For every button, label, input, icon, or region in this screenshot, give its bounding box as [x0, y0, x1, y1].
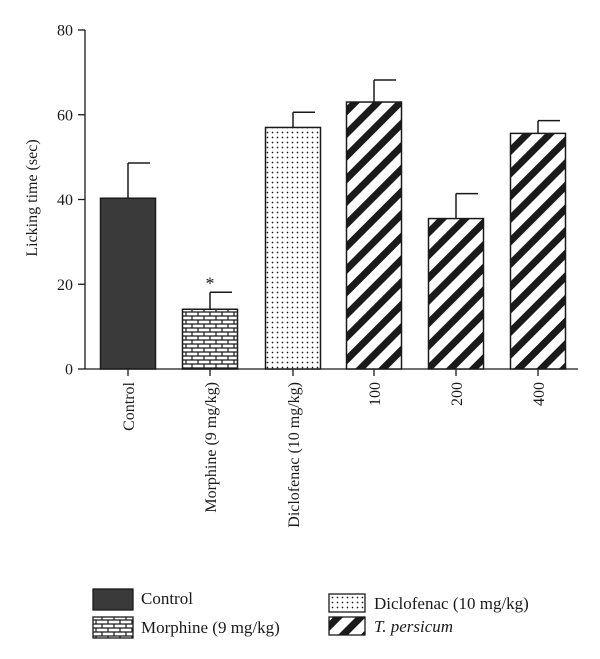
x-tick-label: 200	[449, 382, 466, 406]
x-tick-label: Diclofenac (10 mg/kg)	[286, 382, 303, 528]
bars: *	[99, 79, 567, 370]
y-tick-label: 60	[57, 107, 73, 124]
legend-item: Control	[92, 588, 193, 611]
legend-label: T. persicum	[374, 617, 453, 636]
y-tick-label: 40	[57, 192, 73, 209]
bar-2	[264, 126, 322, 370]
legend-item: Diclofenac (10 mg/kg)	[328, 593, 529, 613]
x-tick-label: 100	[367, 382, 384, 406]
legend-swatch	[92, 616, 134, 639]
legend-label: Control	[141, 589, 193, 608]
legend-swatch	[328, 616, 366, 636]
y-axis-title: Licking time (sec)	[24, 139, 41, 256]
bar-5	[509, 132, 567, 370]
legend-item: T. persicum	[328, 616, 453, 636]
x-tick-label: Control	[121, 381, 138, 430]
y-tick-label: 80	[57, 23, 73, 40]
legend-item: Morphine (9 mg/kg)	[92, 616, 280, 639]
significance-marker: *	[206, 273, 215, 293]
legend-label: Diclofenac (10 mg/kg)	[374, 594, 529, 613]
bar-0	[99, 197, 157, 370]
bar-3	[345, 101, 403, 370]
y-tick-label: 0	[65, 362, 73, 379]
legend: Control Morphine (9 mg/kg) Diclofenac (10 …	[92, 588, 529, 639]
y-tick-label: 20	[57, 277, 73, 294]
legend-label: Morphine (9 mg/kg)	[141, 618, 280, 637]
x-axis	[85, 368, 578, 376]
bar-1	[181, 308, 239, 370]
x-tick-label: Morphine (9 mg/kg)	[203, 382, 220, 513]
y-axis: 0 20 40 60 80	[57, 23, 86, 379]
legend-swatch	[328, 593, 366, 613]
legend-swatch	[92, 588, 134, 611]
category-labels: Control Morphine (9 mg/kg) Diclofenac (10 …	[121, 381, 548, 527]
x-tick-label: 400	[531, 382, 548, 406]
bar-4	[427, 217, 485, 370]
